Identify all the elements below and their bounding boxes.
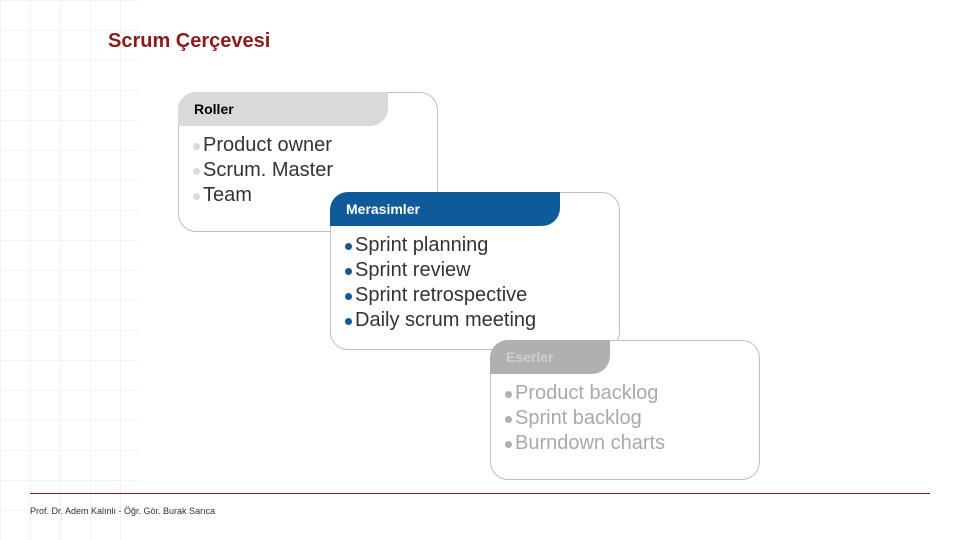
tab-label: Merasimler bbox=[346, 201, 420, 217]
bullet-icon bbox=[505, 441, 512, 448]
page-title: Scrum Çerçevesi bbox=[108, 30, 270, 53]
bullet-icon bbox=[193, 168, 200, 175]
list-item: Sprint retrospective bbox=[345, 283, 536, 308]
list-item: Sprint planning bbox=[345, 233, 536, 258]
grid-decoration bbox=[0, 0, 140, 540]
tab-label: Eserler bbox=[506, 349, 553, 365]
tab-label: Roller bbox=[194, 101, 234, 117]
bullet-icon bbox=[345, 243, 352, 250]
bullet-icon bbox=[345, 293, 352, 300]
bullet-icon bbox=[505, 391, 512, 398]
card-merasimler: Merasimler Sprint planningSprint reviewS… bbox=[330, 192, 620, 350]
list-item: Scrum. Master bbox=[193, 158, 333, 183]
list-item: Burndown charts bbox=[505, 431, 665, 456]
list-item: Sprint backlog bbox=[505, 406, 665, 431]
list-item: Product backlog bbox=[505, 381, 665, 406]
list-item-label: Burndown charts bbox=[515, 431, 665, 456]
tab-eserler: Eserler bbox=[490, 340, 610, 374]
footer-line bbox=[30, 493, 930, 494]
card-eserler: Eserler Product backlogSprint backlogBur… bbox=[490, 340, 760, 480]
footer-text: Prof. Dr. Adem Kalınlı - Öğr. Gör. Burak… bbox=[30, 506, 215, 516]
list-eserler: Product backlogSprint backlogBurndown ch… bbox=[505, 381, 665, 456]
list-roller: Product ownerScrum. MasterTeam bbox=[193, 133, 333, 208]
list-item: Product owner bbox=[193, 133, 333, 158]
bullet-icon bbox=[345, 318, 352, 325]
list-item: Daily scrum meeting bbox=[345, 308, 536, 333]
bullet-icon bbox=[193, 193, 200, 200]
list-merasimler: Sprint planningSprint reviewSprint retro… bbox=[345, 233, 536, 333]
list-item-label: Product backlog bbox=[515, 381, 658, 406]
bullet-icon bbox=[345, 268, 352, 275]
list-item: Sprint review bbox=[345, 258, 536, 283]
list-item-label: Sprint planning bbox=[355, 233, 488, 258]
list-item-label: Sprint backlog bbox=[515, 406, 642, 431]
list-item-label: Product owner bbox=[203, 133, 332, 158]
list-item-label: Team bbox=[203, 183, 252, 208]
list-item-label: Sprint review bbox=[355, 258, 471, 283]
slide: Scrum Çerçevesi Roller Product ownerScru… bbox=[0, 0, 960, 540]
list-item-label: Daily scrum meeting bbox=[355, 308, 536, 333]
bullet-icon bbox=[505, 416, 512, 423]
list-item-label: Sprint retrospective bbox=[355, 283, 527, 308]
bullet-icon bbox=[193, 143, 200, 150]
tab-roller: Roller bbox=[178, 92, 388, 126]
tab-merasimler: Merasimler bbox=[330, 192, 560, 226]
list-item-label: Scrum. Master bbox=[203, 158, 333, 183]
list-item: Team bbox=[193, 183, 333, 208]
